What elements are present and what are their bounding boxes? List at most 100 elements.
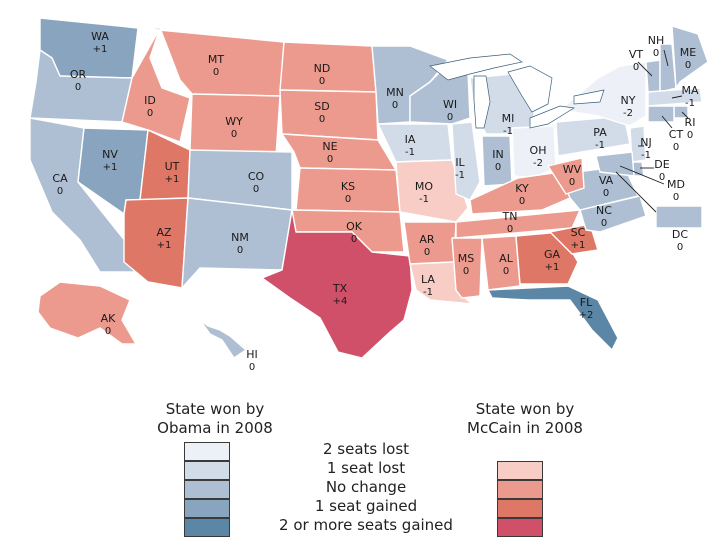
legend-row-2-seats-lost: 2 seats lost bbox=[256, 440, 476, 458]
state-abbrev-ne: NE bbox=[322, 140, 337, 153]
state-abbrev-oh: OH bbox=[530, 144, 547, 157]
state-abbrev-ma: MA bbox=[681, 84, 698, 97]
state-abbrev-pa: PA bbox=[593, 126, 607, 139]
state-seat-change-in: 0 bbox=[495, 162, 501, 173]
state-abbrev-sc: SC bbox=[571, 226, 586, 239]
state-abbrev-az: AZ bbox=[156, 226, 172, 239]
state-abbrev-ak: AK bbox=[101, 312, 117, 325]
state-seat-change-ok: 0 bbox=[351, 234, 357, 245]
state-seat-change-la: -1 bbox=[423, 287, 433, 298]
state-abbrev-al: AL bbox=[499, 252, 514, 265]
state-abbrev-ut: UT bbox=[165, 160, 180, 173]
state-abbrev-id: ID bbox=[144, 94, 156, 107]
mccain-swatch-3 bbox=[497, 499, 543, 518]
state-abbrev-nm: NM bbox=[231, 231, 249, 244]
state-abbrev-fl: FL bbox=[580, 296, 593, 309]
legend-mccain-title: State won by McCain in 2008 bbox=[440, 400, 610, 438]
state-abbrev-tx: TX bbox=[332, 282, 348, 295]
state-abbrev-wa: WA bbox=[91, 30, 109, 43]
state-abbrev-ca: CA bbox=[52, 172, 68, 185]
state-seat-change-sc: +1 bbox=[571, 240, 586, 251]
mccain-swatch-1 bbox=[497, 461, 543, 480]
state-seat-change-nd: 0 bbox=[319, 76, 325, 87]
state-seat-change-ri: 0 bbox=[687, 130, 693, 141]
state-seat-change-wy: 0 bbox=[231, 129, 237, 140]
state-seat-change-nh: 0 bbox=[653, 48, 659, 59]
state-seat-change-tx: +4 bbox=[333, 296, 348, 307]
state-abbrev-ga: GA bbox=[544, 248, 561, 261]
state-seat-change-ut: +1 bbox=[165, 174, 180, 185]
legend-obama-title-line2: Obama in 2008 bbox=[130, 419, 300, 438]
state-abbrev-nh: NH bbox=[648, 34, 665, 47]
state-abbrev-ks: KS bbox=[341, 180, 355, 193]
state-seat-change-de: 0 bbox=[659, 172, 665, 183]
obama-swatch-3 bbox=[184, 499, 230, 518]
legend-obama-title: State won by Obama in 2008 bbox=[130, 400, 300, 438]
state-shape-md bbox=[596, 152, 634, 176]
state-seat-change-ky: 0 bbox=[519, 196, 525, 207]
state-abbrev-la: LA bbox=[421, 273, 435, 286]
legend-mccain-title-line1: State won by bbox=[440, 400, 610, 419]
state-abbrev-ky: KY bbox=[515, 182, 529, 195]
state-abbrev-mi: MI bbox=[502, 112, 515, 125]
state-seat-change-dc: 0 bbox=[677, 242, 683, 253]
state-abbrev-ok: OK bbox=[346, 220, 363, 233]
state-seat-change-ny: -2 bbox=[623, 108, 633, 119]
state-seat-change-nv: +1 bbox=[103, 162, 118, 173]
state-seat-change-or: 0 bbox=[75, 82, 81, 93]
state-seat-change-sd: 0 bbox=[319, 114, 325, 125]
state-abbrev-mn: MN bbox=[386, 86, 404, 99]
state-seat-change-ks: 0 bbox=[345, 194, 351, 205]
state-abbrev-wi: WI bbox=[443, 98, 457, 111]
state-abbrev-de: DE bbox=[654, 158, 669, 171]
state-shape-ak bbox=[38, 282, 136, 344]
state-seat-change-vt: 0 bbox=[633, 62, 639, 73]
state-shape-vt bbox=[646, 60, 660, 92]
mccain-swatch-4 bbox=[497, 518, 543, 537]
obama-swatch-0 bbox=[184, 442, 230, 461]
state-abbrev-nv: NV bbox=[102, 148, 118, 161]
state-abbrev-mo: MO bbox=[415, 180, 433, 193]
state-abbrev-mt: MT bbox=[208, 53, 224, 66]
legend-mccain-title-line2: McCain in 2008 bbox=[440, 419, 610, 438]
state-seat-change-nm: 0 bbox=[237, 245, 243, 256]
state-seat-change-mi: -1 bbox=[503, 126, 513, 137]
state-shape-hi bbox=[200, 320, 246, 358]
state-seat-change-wa: +1 bbox=[93, 44, 108, 55]
mccain-swatch-2 bbox=[497, 480, 543, 499]
obama-swatch-1 bbox=[184, 461, 230, 480]
state-seat-change-al: 0 bbox=[503, 266, 509, 277]
state-abbrev-ms: MS bbox=[458, 252, 474, 265]
state-seat-change-ms: 0 bbox=[463, 266, 469, 277]
state-abbrev-nj: NJ bbox=[640, 136, 651, 149]
state-abbrev-wv: WV bbox=[563, 163, 582, 176]
state-seat-change-mt: 0 bbox=[213, 67, 219, 78]
state-abbrev-vt: VT bbox=[629, 48, 644, 61]
state-seat-change-fl: +2 bbox=[579, 310, 594, 321]
legend-obama-title-line1: State won by bbox=[130, 400, 300, 419]
state-seat-change-nj: -1 bbox=[641, 150, 651, 161]
state-seat-change-mn: 0 bbox=[392, 100, 398, 111]
state-shape-fl bbox=[488, 286, 618, 350]
state-seat-change-wv: 0 bbox=[569, 177, 575, 188]
state-shape-sd bbox=[280, 90, 378, 140]
state-abbrev-ia: IA bbox=[405, 133, 416, 146]
state-abbrev-il: IL bbox=[455, 156, 465, 169]
legend-row-1-seat-gained: 1 seat gained bbox=[256, 497, 476, 515]
state-seat-change-mo: -1 bbox=[419, 194, 429, 205]
legend-row-1-seat-lost: 1 seat lost bbox=[256, 459, 476, 477]
state-seat-change-ma: -1 bbox=[685, 98, 695, 109]
state-abbrev-md: MD bbox=[667, 178, 685, 191]
state-abbrev-dc: DC bbox=[672, 228, 688, 241]
state-abbrev-sd: SD bbox=[314, 100, 329, 113]
state-seat-change-md: 0 bbox=[673, 192, 679, 203]
state-abbrev-ct: CT bbox=[669, 128, 684, 141]
state-seat-change-me: 0 bbox=[685, 60, 691, 71]
state-abbrev-me: ME bbox=[680, 46, 696, 59]
state-abbrev-ri: RI bbox=[685, 116, 696, 129]
state-abbrev-in: IN bbox=[492, 148, 503, 161]
state-seat-change-ak: 0 bbox=[105, 326, 111, 337]
legend-row-no-change: No change bbox=[256, 478, 476, 496]
state-abbrev-hi: HI bbox=[246, 348, 258, 361]
